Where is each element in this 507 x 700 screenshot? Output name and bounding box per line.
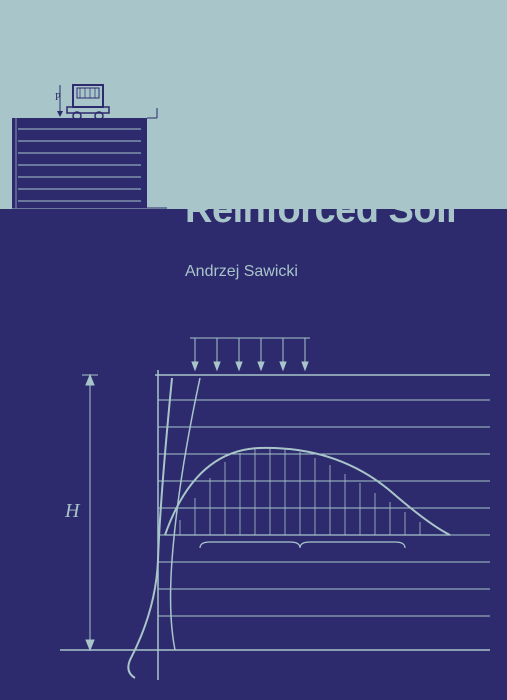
title-line-1: Mechanics of <box>185 145 420 187</box>
h-bracket <box>82 375 98 650</box>
h-label: H <box>65 500 79 523</box>
wall-illustration <box>12 65 167 209</box>
stress-diagram <box>60 330 490 690</box>
author-name: Andrzej Sawicki <box>185 263 298 281</box>
title-line-2: Reinforced Soil <box>185 189 456 231</box>
book-title: Mechanics of Reinforced Soil <box>185 145 456 232</box>
load-arrows <box>190 338 310 370</box>
book-cover: P Mechanics of Reinforced Soil Andrzej S… <box>0 0 507 700</box>
p-label: P <box>55 92 61 103</box>
